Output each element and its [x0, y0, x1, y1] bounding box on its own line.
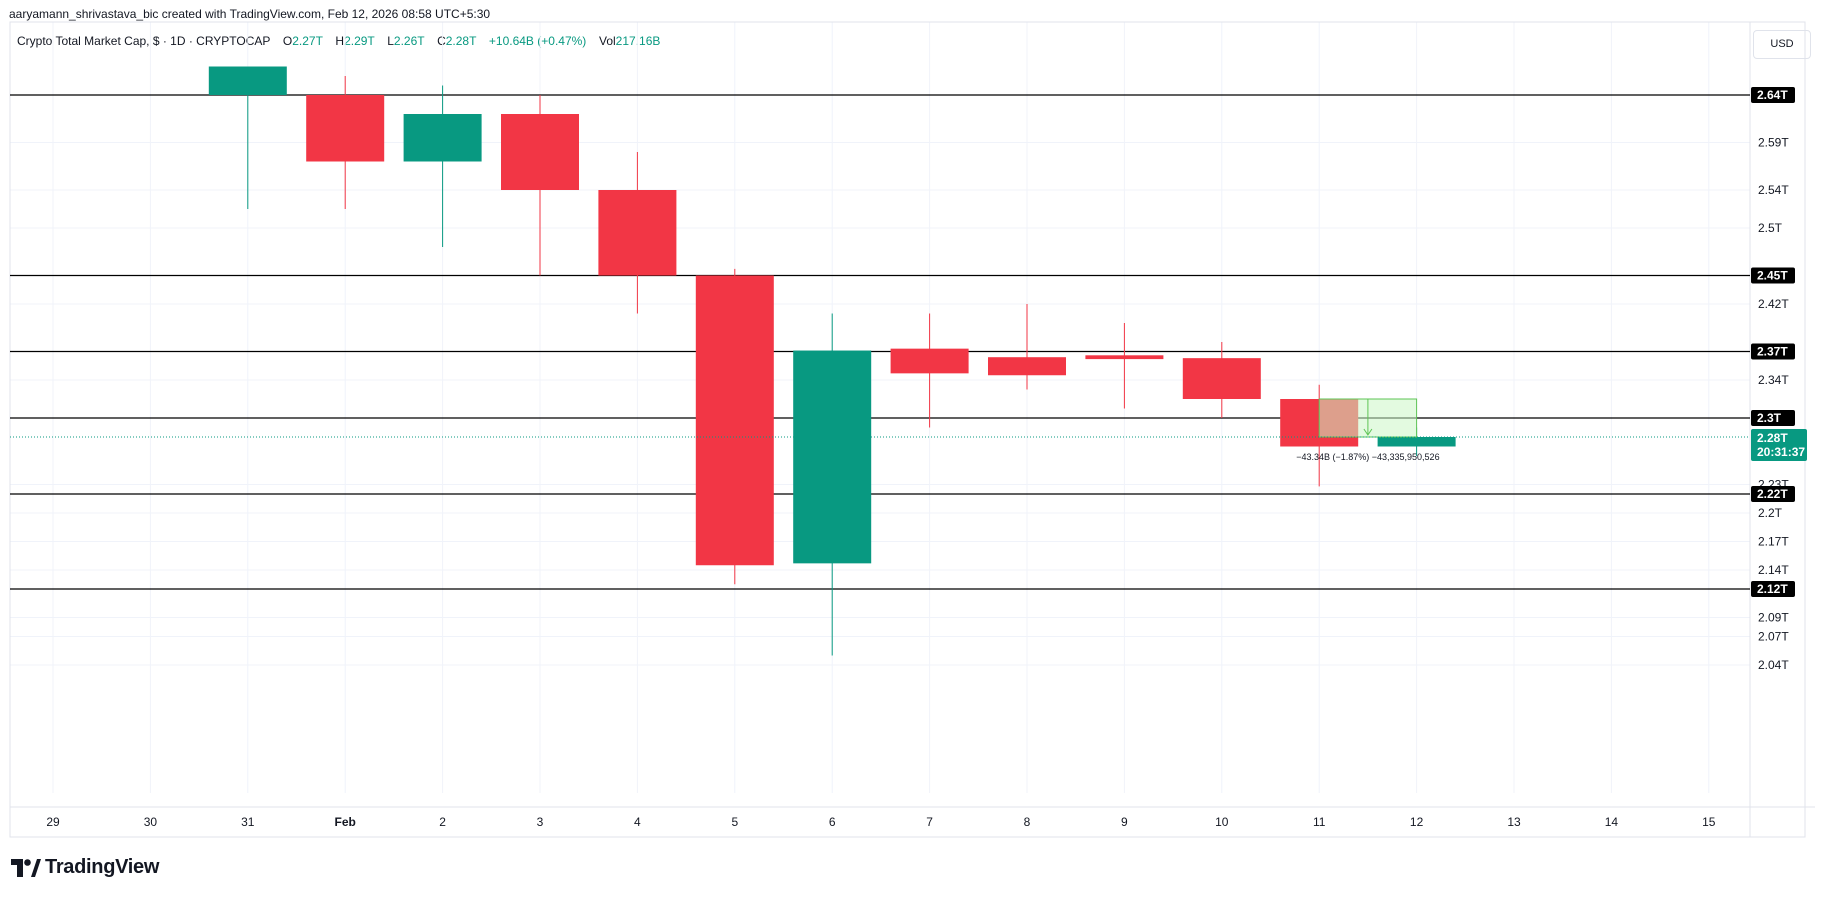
logo-text: TradingView: [45, 856, 160, 878]
x-tick-label: 10: [1215, 815, 1229, 829]
candle-body: [1085, 355, 1164, 360]
candle-body: [306, 95, 385, 162]
y-tick-label: 2.59T: [1758, 136, 1789, 150]
level-price-tag: [1751, 267, 1795, 284]
level-price-tag: [1751, 486, 1795, 502]
candle-body: [793, 350, 872, 564]
candle: [890, 313, 969, 428]
horizontal-levels: [10, 94, 1750, 590]
candle-body: [890, 348, 969, 374]
measure-arrow-head: [1363, 428, 1373, 436]
low-label: L: [387, 34, 394, 48]
x-tick-label: 29: [46, 815, 60, 829]
currency-button[interactable]: USD: [1753, 30, 1811, 59]
x-tick-label: 5: [731, 815, 738, 829]
x-tick-label: 13: [1507, 815, 1521, 829]
level-price-label: 2.37T: [1757, 345, 1788, 359]
x-axis-ticks: 29 30 31 Feb 2 3 4 5 6 7 8 9 10 11 12 13 14 15: [46, 815, 1715, 829]
high-label: H: [335, 34, 345, 48]
candle: [695, 268, 774, 585]
last-price-label: 2.28T: [1757, 431, 1788, 445]
x-tick-label: 7: [926, 815, 933, 829]
x-tick-label: 11: [1313, 815, 1326, 829]
x-tick-label: 31: [241, 815, 255, 829]
x-tick-label: 3: [537, 815, 544, 829]
candles: [208, 66, 1456, 656]
candle: [403, 85, 482, 247]
change-value: +10.64B (+0.47%): [488, 34, 587, 48]
x-tick-label: 8: [1024, 815, 1031, 829]
x-tick-label: Feb: [335, 815, 356, 829]
y-tick-label: 2.2T: [1758, 506, 1783, 520]
volume-value: 217.16B: [615, 34, 661, 48]
candle-body: [988, 357, 1066, 376]
level-price-tag: [1751, 581, 1795, 597]
level-price-tag: [1751, 87, 1795, 103]
candle: [598, 152, 677, 314]
close-label: C: [437, 34, 446, 48]
level-price-label: 2.12T: [1757, 582, 1788, 596]
y-tick-label: 2.07T: [1758, 630, 1789, 644]
candle: [1085, 323, 1164, 409]
x-tick-label: 12: [1410, 815, 1424, 829]
y-tick-label: 2.17T: [1758, 535, 1789, 549]
measure-label: −43.34B (−1.87%) −43,335,950,526: [1296, 452, 1439, 462]
candle-body: [1182, 358, 1261, 399]
candle-body: [501, 114, 579, 190]
x-tick-label: 14: [1605, 815, 1619, 829]
candle-body: [403, 114, 482, 162]
symbol-legend: Crypto Total Market Cap, $ · 1D · CRYPTO…: [17, 34, 660, 48]
low-value: 2.26T: [393, 34, 425, 48]
y-tick-label: 2.42T: [1758, 297, 1789, 311]
x-tick-label: 6: [829, 815, 836, 829]
open-value: 2.27T: [292, 34, 323, 48]
chart-frame: [9, 21, 1806, 838]
level-price-label: 2.22T: [1757, 487, 1788, 501]
last-price-tag: [1751, 429, 1807, 461]
tradingview-logo-icon: [11, 858, 41, 877]
x-tick-label: 15: [1702, 815, 1716, 829]
tradingview-logo: TradingView: [11, 856, 159, 879]
y-tick-label: 2.14T: [1758, 563, 1789, 577]
countdown-label: 20:31:37: [1757, 445, 1805, 459]
candle: [793, 313, 872, 656]
level-price-tag: [1751, 410, 1795, 426]
level-price-label: 2.3T: [1757, 411, 1782, 425]
y-tick-label: 2.54T: [1758, 183, 1789, 197]
candle: [306, 76, 385, 209]
y-tick-label: 2.34T: [1758, 373, 1789, 387]
candle: [208, 66, 287, 209]
symbol-name: Crypto Total Market Cap, $ · 1D · CRYPTO…: [17, 34, 271, 48]
x-tick-label: 2: [439, 815, 446, 829]
chart-attribution: aaryamann_shrivastava_bic created with T…: [9, 7, 491, 21]
level-price-label: 2.64T: [1757, 88, 1788, 102]
level-price-tag: [1751, 343, 1795, 360]
candle: [501, 95, 579, 276]
level-price-label: 2.45T: [1757, 269, 1788, 283]
close-value: 2.28T: [445, 34, 477, 48]
x-tick-label: 30: [144, 815, 158, 829]
y-tick-label: 2.04T: [1758, 658, 1789, 672]
candle: [988, 304, 1066, 390]
y-tick-label: 2.09T: [1758, 611, 1789, 625]
candle-body: [208, 66, 287, 95]
y-tick-label: 2.5T: [1758, 221, 1783, 235]
open-label: O: [282, 34, 293, 48]
candle: [1182, 342, 1261, 418]
x-tick-label: 9: [1121, 815, 1128, 829]
high-value: 2.29T: [344, 34, 375, 48]
x-tick-label: 4: [634, 815, 641, 829]
measure-tool: −43.34B (−1.87%) −43,335,950,526: [1296, 398, 1440, 462]
candle-body: [695, 275, 774, 566]
candle-body: [1377, 437, 1456, 447]
grid-lines: [10, 22, 1750, 793]
volume-label: Vol: [598, 34, 616, 48]
candle-body: [598, 190, 677, 276]
